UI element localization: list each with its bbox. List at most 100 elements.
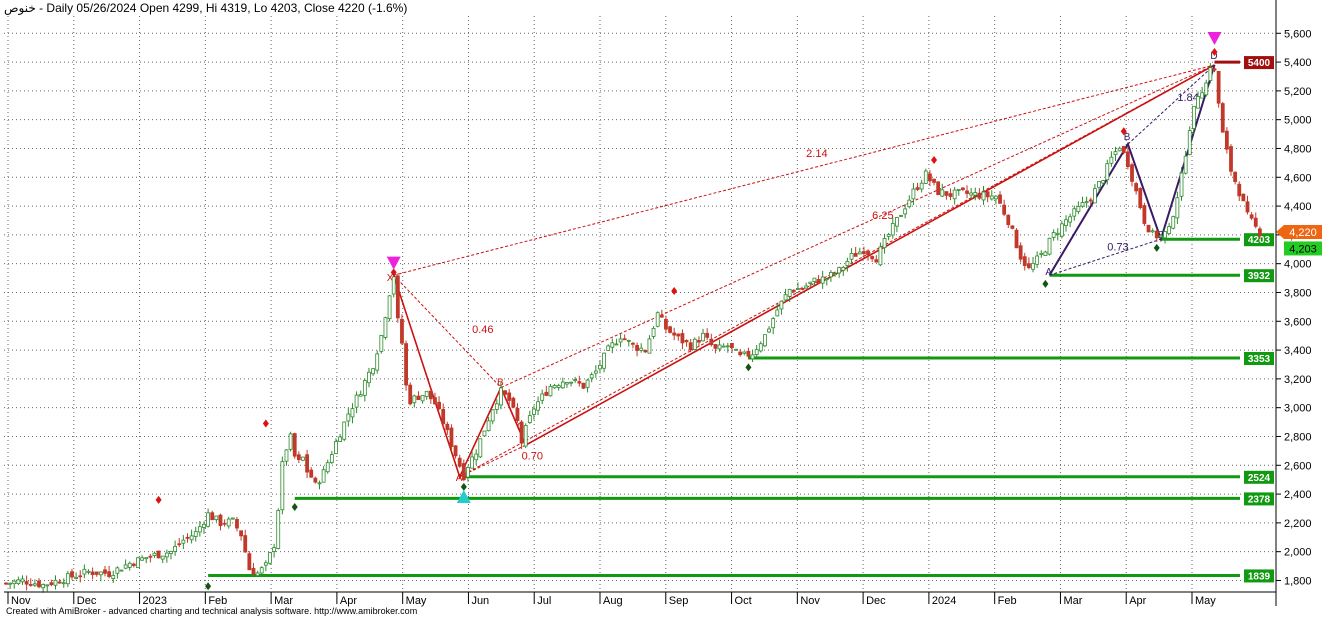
candle-body xyxy=(1212,68,1217,71)
candle-body xyxy=(882,238,887,249)
candle-body xyxy=(845,261,850,266)
candle-body xyxy=(445,423,450,431)
candle-body xyxy=(998,194,1002,204)
candle-body xyxy=(783,294,788,301)
candle-body xyxy=(668,326,672,333)
candle-body xyxy=(494,403,499,410)
candle-body xyxy=(16,579,21,584)
candle-body xyxy=(268,552,272,564)
pattern-2-ratio-line xyxy=(1049,238,1162,276)
candle-body xyxy=(461,463,466,481)
candle-body xyxy=(28,584,33,586)
candle-body xyxy=(812,277,817,282)
pattern-2-legs xyxy=(1048,64,1216,276)
candle-body xyxy=(688,342,693,351)
candle-body xyxy=(787,289,792,297)
candle-body xyxy=(1035,255,1040,265)
candle-body xyxy=(263,562,268,566)
candle-body xyxy=(127,562,132,568)
candle-body xyxy=(672,332,677,336)
x-tick-label: Nov xyxy=(800,595,820,607)
candle-body xyxy=(404,343,408,386)
candle-body xyxy=(12,580,17,585)
candle-body xyxy=(919,182,924,190)
candle-body xyxy=(750,354,755,360)
candle-body xyxy=(717,344,722,350)
candle-body xyxy=(478,438,483,458)
candle-body xyxy=(259,567,264,574)
candle-body xyxy=(1150,230,1155,233)
candle-body xyxy=(1216,70,1221,104)
x-tick-label: 2024 xyxy=(932,595,956,607)
candle-body xyxy=(309,469,314,478)
candle-body xyxy=(321,469,326,483)
candle-body xyxy=(676,333,681,337)
candle-body xyxy=(965,190,969,194)
pivot-low-marker xyxy=(460,482,467,491)
candle-body xyxy=(1241,193,1246,202)
candle-body xyxy=(251,568,256,575)
candle-body xyxy=(466,467,470,478)
candle-body xyxy=(523,424,528,447)
candle-body xyxy=(144,557,149,560)
candle-body xyxy=(989,195,994,200)
candle-body xyxy=(412,395,417,404)
candle-body xyxy=(1204,82,1209,96)
candle-body xyxy=(1121,146,1126,153)
candle-body xyxy=(226,518,231,527)
candle-body xyxy=(329,454,334,463)
candle-body xyxy=(779,300,784,310)
candle-body xyxy=(1208,67,1213,81)
candle-body xyxy=(1084,201,1089,204)
pattern-2-point-label: B xyxy=(1124,132,1131,143)
pivot-low-marker xyxy=(1153,243,1160,252)
candle-body xyxy=(1068,216,1073,223)
candle-body xyxy=(1088,199,1093,202)
candle-body xyxy=(334,441,338,455)
candle-body xyxy=(886,234,891,237)
candle-body xyxy=(536,401,540,411)
candle-body xyxy=(519,421,524,444)
candle-body xyxy=(177,543,182,546)
pattern-1-ratio-line xyxy=(393,64,1215,276)
candle-body xyxy=(932,178,936,183)
x-tick-label: May xyxy=(406,595,427,607)
candle-body xyxy=(111,574,116,579)
candle-body xyxy=(371,368,375,375)
candle-body xyxy=(1101,180,1106,184)
support-level-label: 3353 xyxy=(1248,354,1271,365)
y-tick-label: 5,400 xyxy=(1284,57,1312,69)
chart-footer: Created with AmiBroker - advanced charti… xyxy=(6,606,418,616)
y-tick-label: 3,400 xyxy=(1284,345,1312,357)
candle-body xyxy=(890,223,895,236)
candle-body xyxy=(305,454,309,473)
pattern-1-point-label: A xyxy=(456,473,463,484)
candle-body xyxy=(767,328,771,333)
axes: 1,800 2,000 2,200 2,400 2,600 2,800 3,000 3,200… xyxy=(4,0,1322,607)
candle-body xyxy=(453,445,458,457)
pivot-markers xyxy=(155,32,1222,591)
candle-body xyxy=(841,266,846,271)
candle-body xyxy=(457,457,462,467)
candle-body xyxy=(626,339,631,342)
candle-body xyxy=(490,409,495,422)
candle-body xyxy=(181,539,186,544)
pattern-1-point-label: X xyxy=(387,273,394,284)
candle-body xyxy=(771,318,776,329)
candle-body xyxy=(952,189,957,200)
candle-body xyxy=(230,517,235,520)
y-tick-label: 3,600 xyxy=(1284,316,1312,328)
pattern-1-ratio-line xyxy=(459,64,1215,478)
candle-body xyxy=(1097,181,1101,188)
candle-body xyxy=(470,456,474,469)
candle-body xyxy=(358,394,363,397)
x-tick-label: Aug xyxy=(603,595,623,607)
candle-body xyxy=(659,314,664,318)
candle-body xyxy=(763,334,767,347)
candle-body xyxy=(569,381,573,384)
candle-body xyxy=(375,353,380,371)
pattern-2-ratio-label: 1.84 xyxy=(1177,92,1198,104)
candle-body xyxy=(1080,202,1085,207)
candle-body xyxy=(544,391,549,396)
candle-body xyxy=(606,345,611,351)
